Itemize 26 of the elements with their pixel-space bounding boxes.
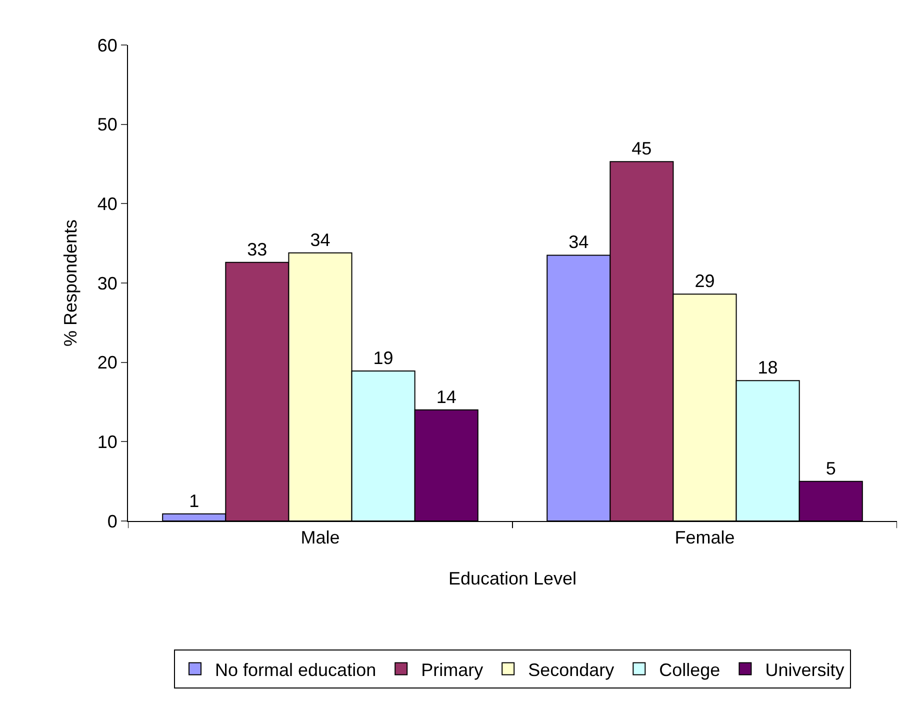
data-label: 18 [758, 358, 778, 378]
y-tick-label: 40 [97, 194, 118, 214]
y-axis-title: % Respondents [60, 219, 81, 347]
y-tick-label: 20 [97, 352, 118, 373]
data-label: 5 [826, 458, 836, 478]
data-label: 34 [310, 230, 330, 250]
data-label: 33 [247, 239, 268, 260]
legend-label: College [659, 660, 720, 680]
data-label: 45 [632, 138, 652, 159]
legend-label: University [765, 660, 844, 680]
x-axis-title: Education Level [448, 568, 577, 589]
data-label: 1 [189, 490, 200, 511]
data-label: 34 [568, 232, 589, 252]
legend-label: No formal education [215, 660, 376, 680]
y-tick-label: 50 [97, 114, 118, 135]
data-label: 19 [373, 348, 394, 368]
y-tick-label: 0 [107, 511, 118, 532]
y-tick-label: 60 [97, 35, 118, 56]
legend-label: Primary [421, 660, 484, 680]
y-tick-label: 30 [97, 273, 118, 294]
data-label: 29 [694, 271, 715, 292]
legend-label: Secondary [528, 660, 614, 680]
x-tick-label: Female [674, 528, 735, 548]
y-tick-label: 10 [97, 432, 118, 452]
data-label: 14 [436, 386, 456, 407]
x-tick-label: Male [300, 528, 340, 548]
